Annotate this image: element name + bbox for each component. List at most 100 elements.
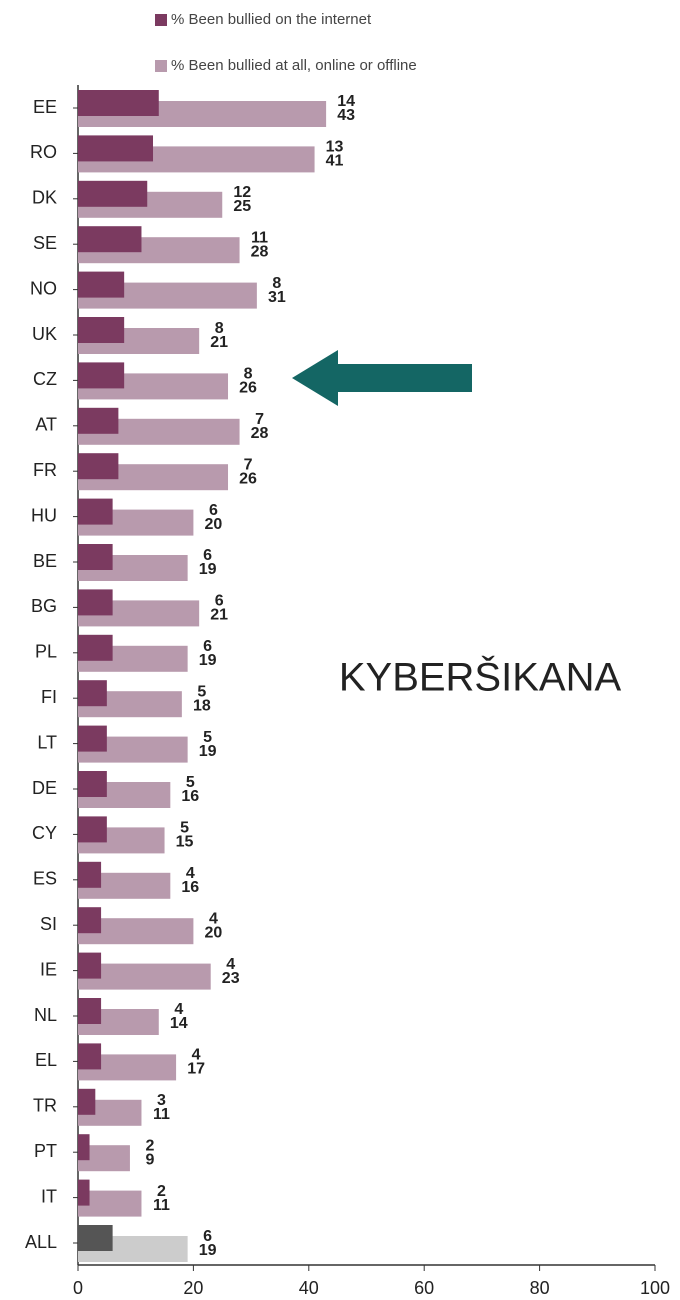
- value-label: 11: [153, 1106, 170, 1123]
- x-tick-label: 80: [530, 1278, 550, 1298]
- bar: [78, 680, 107, 707]
- value-label: 21: [210, 334, 228, 351]
- value-label: 4: [226, 956, 235, 973]
- bar: [78, 135, 154, 162]
- value-label: 25: [233, 198, 251, 215]
- x-tick-label: 20: [183, 1278, 203, 1298]
- value-label: 14: [170, 1015, 188, 1032]
- value-label: 11: [153, 1197, 170, 1214]
- value-label: 4: [192, 1047, 201, 1064]
- bar: [78, 861, 102, 888]
- value-label: 8: [215, 320, 224, 337]
- x-tick-label: 100: [640, 1278, 670, 1298]
- category-label: NO: [30, 278, 57, 298]
- bar: [78, 544, 113, 570]
- legend-swatch: [155, 14, 167, 26]
- bar: [78, 1043, 102, 1070]
- value-label: 6: [203, 547, 212, 564]
- value-label: 7: [244, 456, 253, 473]
- value-label: 31: [268, 289, 286, 306]
- bar: [78, 1225, 113, 1251]
- value-label: 28: [251, 243, 269, 260]
- value-label: 16: [181, 788, 199, 805]
- value-label: 21: [210, 607, 228, 624]
- category-label: DE: [32, 778, 57, 798]
- legend-label: % Been bullied on the internet: [171, 11, 372, 28]
- value-label: 19: [199, 743, 217, 760]
- value-label: 6: [209, 502, 218, 519]
- value-label: 5: [203, 729, 212, 746]
- value-label: 15: [176, 834, 194, 851]
- category-label: NL: [34, 1005, 57, 1025]
- value-label: 5: [197, 683, 206, 700]
- category-label: CZ: [33, 369, 57, 389]
- category-label: PL: [35, 642, 57, 662]
- category-label: ALL: [25, 1232, 57, 1252]
- bar: [78, 1179, 90, 1206]
- x-tick-label: 0: [73, 1278, 83, 1298]
- category-label: IT: [41, 1186, 57, 1206]
- value-label: 8: [272, 275, 281, 292]
- category-label: PT: [34, 1141, 57, 1161]
- x-tick-label: 40: [299, 1278, 319, 1298]
- bar: [78, 498, 113, 525]
- bar: [78, 226, 142, 253]
- bar: [78, 998, 102, 1024]
- value-label: 19: [199, 1242, 217, 1259]
- value-label: 20: [205, 924, 223, 941]
- value-label: 19: [199, 561, 217, 578]
- x-tick-label: 60: [414, 1278, 434, 1298]
- value-label: 6: [203, 638, 212, 655]
- value-label: 9: [145, 1151, 154, 1168]
- bar: [78, 317, 125, 343]
- value-label: 6: [203, 1228, 212, 1245]
- bar: [78, 907, 102, 934]
- value-label: 4: [174, 1001, 183, 1018]
- value-label: 13: [326, 139, 344, 156]
- value-label: 14: [337, 93, 355, 110]
- bar: [78, 771, 107, 797]
- value-label: 26: [239, 470, 257, 487]
- value-label: 26: [239, 380, 257, 397]
- arrow: [292, 350, 472, 406]
- bar: [78, 180, 148, 207]
- bar: [78, 407, 119, 434]
- category-label: EL: [35, 1050, 57, 1070]
- legend-swatch: [155, 60, 167, 72]
- value-label: 18: [193, 697, 211, 714]
- annotation: KYBERŠIKANA: [339, 655, 622, 700]
- value-label: 5: [186, 774, 195, 791]
- value-label: 2: [145, 1137, 154, 1154]
- value-label: 41: [326, 153, 344, 170]
- value-label: 4: [209, 910, 218, 927]
- category-label: EE: [33, 97, 57, 117]
- category-label: TR: [33, 1096, 57, 1116]
- category-label: SI: [40, 914, 57, 934]
- value-label: 20: [205, 516, 223, 533]
- value-label: 5: [180, 820, 189, 837]
- category-label: DK: [32, 188, 57, 208]
- category-label: LT: [37, 732, 57, 752]
- value-label: 43: [337, 107, 355, 124]
- value-label: 7: [255, 411, 264, 428]
- category-label: UK: [32, 324, 57, 344]
- bar: [78, 1088, 96, 1115]
- bar: [78, 816, 107, 843]
- bar: [78, 1134, 90, 1161]
- value-label: 8: [244, 366, 253, 383]
- value-label: 23: [222, 970, 240, 987]
- category-label: ES: [33, 869, 57, 889]
- category-label: FI: [41, 687, 57, 707]
- category-label: SE: [33, 233, 57, 253]
- category-label: BE: [33, 551, 57, 571]
- bar: [78, 952, 102, 979]
- category-label: FR: [33, 460, 57, 480]
- bar: [78, 725, 107, 752]
- value-label: 17: [187, 1061, 205, 1078]
- value-label: 2: [157, 1183, 166, 1200]
- bar: [78, 90, 159, 116]
- category-label: BG: [31, 596, 57, 616]
- value-label: 11: [251, 229, 268, 246]
- value-label: 16: [181, 879, 199, 896]
